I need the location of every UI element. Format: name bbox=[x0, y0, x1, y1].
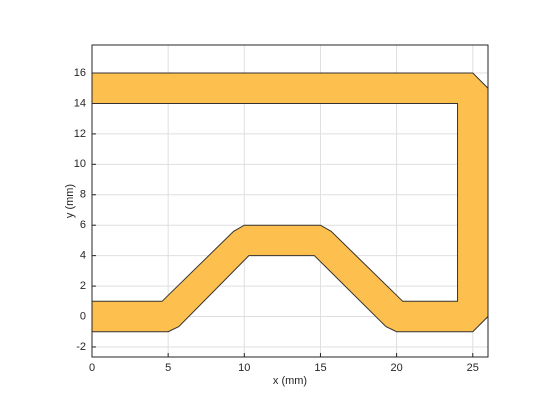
x-tick-label: 0 bbox=[89, 362, 95, 374]
y-tick-label: 14 bbox=[74, 97, 86, 109]
y-tick-label: 4 bbox=[80, 250, 86, 262]
x-tick-label: 10 bbox=[238, 362, 250, 374]
x-axis-label: x (mm) bbox=[273, 375, 307, 387]
x-tick-label: 20 bbox=[390, 362, 402, 374]
shape bbox=[91, 72, 489, 333]
y-tick-label: 2 bbox=[80, 280, 86, 292]
y-tick-label: 10 bbox=[74, 158, 86, 170]
y-tick-label: 8 bbox=[80, 189, 86, 201]
y-tick-label: 0 bbox=[80, 310, 86, 322]
y-axis-label: y (mm) bbox=[64, 184, 76, 218]
y-tick-label: -2 bbox=[76, 341, 86, 353]
y-tick-label: 6 bbox=[80, 219, 86, 231]
axes-box bbox=[91, 44, 489, 358]
y-tick-label: 16 bbox=[74, 67, 86, 79]
y-tick-label: 12 bbox=[74, 128, 86, 140]
x-tick-label: 25 bbox=[467, 362, 479, 374]
x-tick-label: 5 bbox=[165, 362, 171, 374]
x-tick-label: 15 bbox=[314, 362, 326, 374]
